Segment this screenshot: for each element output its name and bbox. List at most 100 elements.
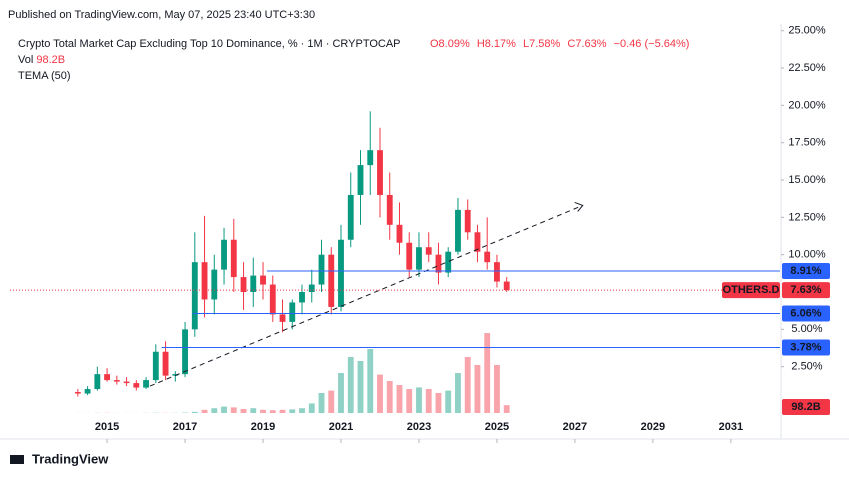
candle-body [269,284,276,315]
level-label: 6.06% [790,307,821,319]
candle-body [445,251,452,273]
candle-body [260,275,266,285]
volume-value: 98.2B [36,54,65,66]
candle-body [464,209,471,233]
volume-tag-label: 98.2B [791,401,820,413]
volume-bar [318,393,325,413]
volume-bar [260,409,266,413]
candle-body [94,374,101,390]
candle-body [84,389,91,394]
candle-body [347,194,354,240]
change: −0.46 (−5.64%) [614,38,690,50]
volume-bar [289,409,296,413]
trendline [149,204,583,387]
volume-bar [474,365,481,413]
candle-body [367,150,374,166]
x-tick-label: 2019 [251,421,275,433]
volume-bar [211,408,218,413]
close: C7.63% [567,38,606,50]
volume-bar [191,411,198,413]
volume-bar [396,385,403,413]
candle-body [133,383,140,388]
y-tick-label: 25.00% [788,25,826,37]
volume-bar [338,373,344,413]
candle-body [191,262,198,330]
open: O8.09% [430,38,470,50]
x-tick-label: 2031 [719,421,743,433]
volume-bar [250,408,257,413]
candle-body [279,314,286,322]
candle-body [230,239,237,278]
level-label: 8.91% [790,265,821,277]
chart-title: Crypto Total Market Cap Excluding Top 10… [18,38,401,50]
x-tick-label: 2025 [485,421,509,433]
published-note: Published on TradingView.com, May 07, 20… [8,9,315,21]
volume-bar [435,393,442,413]
y-tick-label: 2.50% [791,361,822,373]
symbol-label: OTHERS.D [723,284,780,296]
candle-body [318,254,325,285]
indicator: TEMA (50) [18,70,71,82]
volume-bar [299,408,305,413]
volume-bar [201,409,208,413]
x-tick-label: 2027 [563,421,587,433]
candle-body [425,247,432,255]
y-tick-label: 17.50% [788,137,826,149]
x-tick-label: 2017 [173,421,197,433]
candle-body [455,209,461,252]
y-tick-label: 22.50% [788,62,826,74]
candle-body [123,381,130,384]
candle-body [338,239,344,307]
candle-body [104,374,111,381]
candle-body [416,247,422,270]
candle-body [201,262,208,300]
volume-bar [455,373,461,413]
candle-body [74,392,81,394]
volume-bar [406,389,413,413]
volume-bar [494,365,500,413]
candle-body [211,269,218,300]
volume-bar [503,405,510,413]
candle-body [474,232,481,252]
volume-bar [377,374,383,413]
volume-bar [425,389,432,413]
logo [10,455,24,464]
volume-legend: Vol 98.2B [18,54,65,66]
candle-body [182,329,188,375]
candle-body [113,380,120,382]
candle-body [435,254,442,273]
volume-bar [464,357,471,413]
low: L7.58% [523,38,561,50]
candle-body [406,242,413,270]
volume-bar [416,387,422,413]
ohlc-legend: O8.09% H8.17% L7.58% C7.63% −0.46 (−5.64… [430,38,689,50]
volume-bar [328,390,335,413]
level-label: 3.78% [790,341,821,353]
candle-body [240,277,247,293]
y-tick-label: 10.00% [788,249,826,261]
candle-body [152,351,159,381]
candle-body [377,150,383,195]
high: H8.17% [477,38,516,50]
candle-body [396,224,403,243]
volume-tag [782,399,830,415]
candle-body [484,251,491,263]
y-tick-label: 12.50% [788,211,826,223]
y-tick-label: 15.00% [788,174,826,186]
volume-bar [221,406,227,413]
candle-body [143,380,149,388]
volume-bar [279,409,286,413]
trend-arrow [574,201,584,212]
level-tag [782,305,830,322]
candle-body [221,239,227,270]
level-tag [782,339,830,356]
y-tick-label: 20.00% [788,99,826,111]
candle-body [289,302,296,322]
brand: TradingView [32,451,109,466]
volume-bar [386,381,393,413]
volume-bar [269,410,276,413]
candle-body [172,374,179,376]
volume-bar [240,409,247,413]
volume-name: Vol [18,54,33,66]
